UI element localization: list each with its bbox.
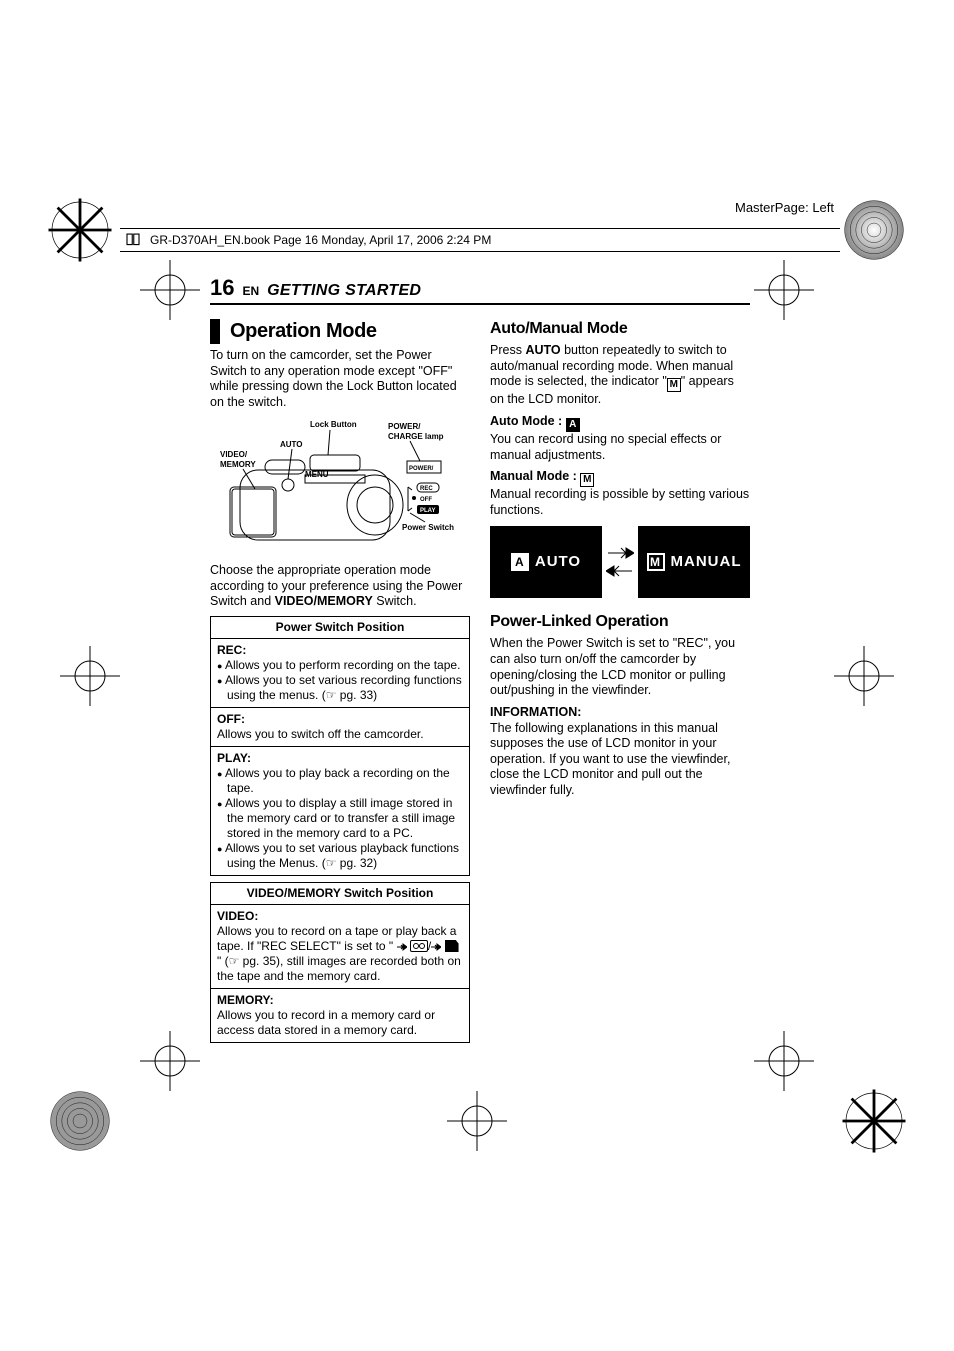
- manual-m-icon: M: [667, 378, 681, 392]
- section-title: GETTING STARTED: [267, 282, 421, 300]
- lcd-auto: A AUTO: [490, 526, 602, 598]
- heading-auto-manual: Auto/Manual Mode: [490, 319, 750, 339]
- masterpage-label: MasterPage: Left: [735, 200, 834, 215]
- corner-rosette-tl: [45, 195, 115, 265]
- choose-paragraph: Choose the appropriate operation mode ac…: [210, 563, 470, 610]
- plo-paragraph: When the Power Switch is set to "REC", y…: [490, 636, 750, 699]
- list-item: Allows you to set various recording func…: [227, 673, 463, 703]
- corner-rosette-br: [839, 1086, 909, 1156]
- svg-text:VIDEO/: VIDEO/: [220, 450, 248, 459]
- page-number: 16: [210, 275, 234, 301]
- svg-text:Power Switch: Power Switch: [402, 523, 454, 532]
- svg-text:AUTO: AUTO: [280, 440, 303, 449]
- svg-text:OFF: OFF: [420, 497, 432, 503]
- list-item: Allows you to play back a recording on t…: [227, 766, 463, 796]
- corner-rosette-tr: [839, 195, 909, 265]
- swap-arrows-icon: [606, 545, 634, 579]
- heading-operation-mode: Operation Mode: [210, 319, 470, 344]
- regmark-icon: [140, 1031, 200, 1091]
- page-lang: EN: [242, 284, 259, 298]
- left-column: Operation Mode To turn on the camcorder,…: [210, 313, 470, 1043]
- svg-text:Lock Button: Lock Button: [310, 420, 357, 429]
- video-heading: VIDEO:: [217, 909, 258, 923]
- right-column: Auto/Manual Mode Press AUTO button repea…: [490, 313, 750, 1043]
- manual-mode-block: Manual Mode : M Manual recording is poss…: [490, 469, 750, 518]
- auto-a-icon: A: [566, 418, 580, 432]
- svg-text:MENU: MENU: [305, 470, 329, 479]
- manual-m-icon: M: [647, 553, 665, 571]
- svg-text:CHARGE lamp: CHARGE lamp: [388, 432, 444, 441]
- svg-text:POWER/: POWER/: [409, 466, 434, 472]
- camcorder-diagram: POWER/ REC OFF PLAY Lock Button: [210, 415, 470, 555]
- book-header-bar: GR-D370AH_EN.book Page 16 Monday, April …: [120, 228, 840, 252]
- regmark-icon: [60, 646, 120, 706]
- list-item: Allows you to set various playback funct…: [227, 841, 463, 871]
- auto-a-icon: A: [511, 553, 529, 571]
- memory-heading: MEMORY:: [217, 993, 274, 1007]
- table-video-memory: VIDEO/MEMORY Switch Position VIDEO: Allo…: [210, 882, 470, 1043]
- svg-text:PLAY: PLAY: [420, 508, 435, 514]
- play-heading: PLAY:: [217, 751, 251, 765]
- regmark-icon: [140, 260, 200, 320]
- memory-text: Allows you to record in a memory card or…: [217, 1008, 435, 1037]
- book-header-text: GR-D370AH_EN.book Page 16 Monday, April …: [150, 233, 491, 247]
- intro-paragraph: To turn on the camcorder, set the Power …: [210, 348, 470, 411]
- corner-rosette-bl: [45, 1086, 115, 1156]
- regmark-icon: [447, 1091, 507, 1151]
- manual-m-icon: M: [580, 473, 594, 487]
- lcd-manual: M MANUAL: [638, 526, 750, 598]
- table-power-switch: Power Switch Position REC: Allows you to…: [210, 616, 470, 876]
- svg-text:REC: REC: [420, 486, 433, 492]
- rec-heading: REC:: [217, 643, 246, 657]
- off-text: Allows you to switch off the camcorder.: [217, 727, 424, 741]
- svg-text:POWER/: POWER/: [388, 422, 421, 431]
- list-item: Allows you to display a still image stor…: [227, 796, 463, 841]
- heading-power-linked: Power-Linked Operation: [490, 612, 750, 632]
- svg-text:MEMORY: MEMORY: [220, 460, 256, 469]
- off-heading: OFF:: [217, 712, 245, 726]
- arrow-right-icon: [397, 942, 407, 952]
- regmark-icon: [834, 646, 894, 706]
- information-block: INFORMATION: The following explanations …: [490, 705, 750, 799]
- auto-paragraph: Press AUTO button repeatedly to switch t…: [490, 343, 750, 408]
- regmark-icon: [754, 1031, 814, 1091]
- regmark-icon: [754, 260, 814, 320]
- tape-icon: [410, 940, 428, 952]
- lcd-examples: A AUTO M MANUAL: [490, 526, 750, 598]
- table-header: VIDEO/MEMORY Switch Position: [211, 883, 470, 905]
- book-icon: [124, 231, 142, 249]
- card-icon: [445, 940, 459, 952]
- page-header-rule: 16 EN GETTING STARTED: [210, 275, 750, 305]
- table-header: Power Switch Position: [211, 617, 470, 639]
- arrow-right-icon: [431, 942, 441, 952]
- list-item: Allows you to perform recording on the t…: [227, 658, 463, 673]
- auto-mode-block: Auto Mode : A You can record using no sp…: [490, 414, 750, 463]
